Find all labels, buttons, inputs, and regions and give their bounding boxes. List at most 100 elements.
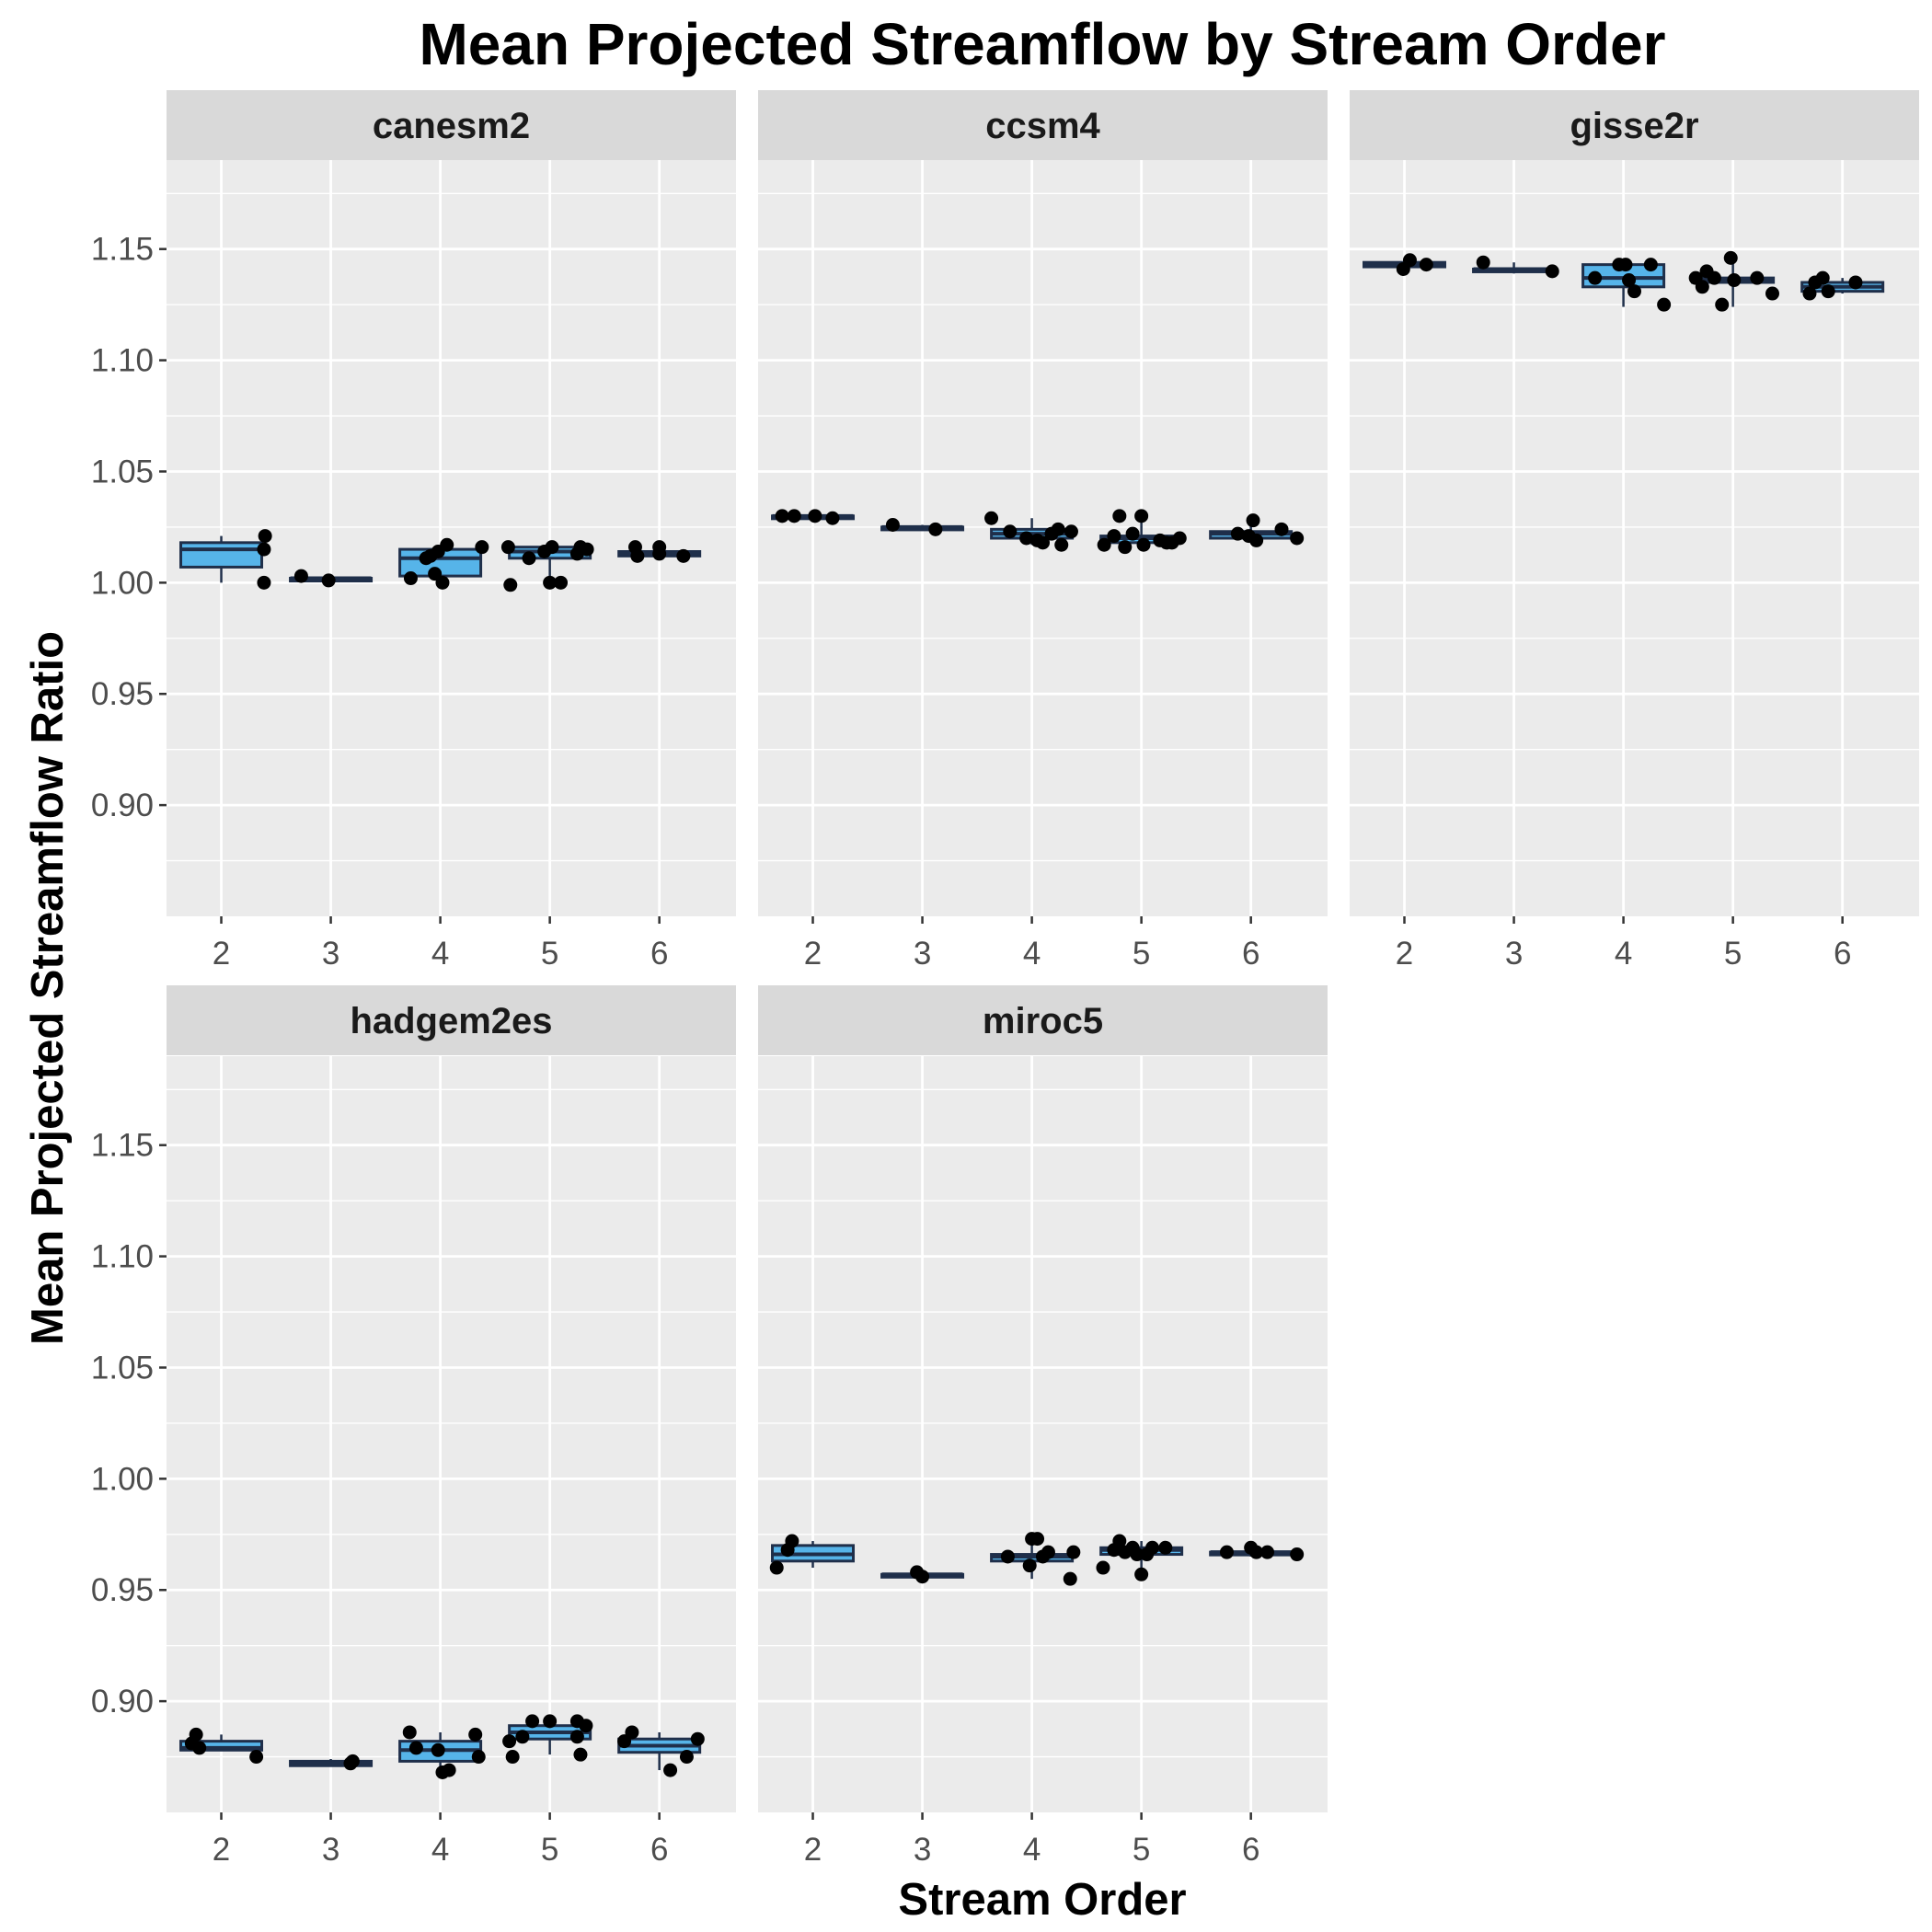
data-point: [625, 1725, 639, 1740]
data-point: [257, 575, 271, 590]
panel-background: [167, 1056, 736, 1812]
data-point: [1036, 535, 1050, 550]
data-point: [1096, 1560, 1110, 1575]
data-point: [1657, 297, 1672, 312]
data-point: [808, 509, 822, 523]
x-tick-label: 2: [804, 936, 822, 972]
facet-strip-label: ccsm4: [985, 106, 1100, 146]
facet-panel-canesm2: canesm2 0.90 0.95 1.00 1.05 1.10 1.15 2 3 4 5 6: [91, 90, 736, 972]
data-point: [1815, 270, 1830, 285]
x-tick-label: 6: [1242, 1832, 1259, 1868]
data-point: [1134, 509, 1149, 523]
data-point: [1066, 1545, 1081, 1559]
data-point: [1419, 258, 1433, 272]
box-6: [617, 1731, 702, 1771]
data-point: [1118, 540, 1133, 555]
panel-background: [167, 160, 736, 916]
data-point: [676, 548, 691, 563]
data-point: [769, 1560, 784, 1575]
data-point: [1112, 1534, 1127, 1548]
data-point: [1041, 1545, 1055, 1559]
y-tick-label: 1.15: [91, 232, 154, 268]
data-point: [1003, 524, 1018, 539]
data-point: [257, 542, 271, 557]
data-point: [258, 529, 272, 544]
data-point: [1134, 1567, 1149, 1581]
data-point: [579, 1719, 593, 1733]
data-point: [1249, 533, 1264, 547]
data-point: [580, 542, 594, 557]
facet-panel-ccsm4: ccsm4 2 3 4 5 6: [758, 90, 1328, 972]
x-tick-label: 5: [1133, 1832, 1150, 1868]
data-point: [525, 1714, 540, 1729]
x-tick-label: 5: [1724, 936, 1742, 972]
x-tick-label: 3: [1505, 936, 1523, 972]
data-point: [1715, 297, 1730, 312]
data-point: [1765, 286, 1779, 301]
x-tick-label: 4: [1023, 1832, 1041, 1868]
data-point: [885, 517, 900, 532]
y-tick-label: 1.10: [91, 1239, 154, 1275]
data-point: [1219, 1545, 1234, 1559]
x-tick-label: 5: [541, 936, 558, 972]
facet-panel-miroc5: miroc5 2 3 4 5 6: [758, 985, 1328, 1868]
data-point: [1588, 270, 1603, 285]
data-point: [1125, 526, 1140, 541]
data-point: [1063, 1571, 1077, 1586]
x-tick-label: 6: [650, 936, 668, 972]
data-point: [1145, 1540, 1160, 1555]
data-point: [785, 1534, 799, 1548]
facet-panel-gisse2r: gisse2r 2 3 4 5 6: [1350, 90, 1919, 972]
data-point: [984, 511, 999, 525]
y-tick-label: 1.05: [91, 1350, 154, 1386]
data-point: [408, 1741, 423, 1755]
data-point: [1030, 1532, 1045, 1547]
data-point: [431, 1742, 445, 1757]
facet-strip-label: canesm2: [373, 106, 530, 146]
x-tick-label: 2: [213, 1832, 230, 1868]
y-tick-label: 0.95: [91, 676, 154, 712]
data-point: [679, 1750, 694, 1765]
data-point: [775, 509, 789, 523]
data-point: [1112, 509, 1127, 523]
facet-strip: [758, 985, 1328, 1055]
data-point: [1064, 524, 1078, 539]
data-point: [440, 537, 454, 552]
data-point: [192, 1741, 207, 1755]
facet-strip-label: gisse2r: [1570, 106, 1698, 146]
facet-panel-hadgem2es: hadgem2es 0.90 0.95 1.00 1.05 1.10 1.15 2 3 4 5 6: [91, 985, 736, 1868]
data-point: [928, 522, 943, 536]
y-tick-label: 1.15: [91, 1128, 154, 1164]
x-tick-label: 4: [1023, 936, 1041, 972]
x-tick-label: 3: [322, 1832, 339, 1868]
x-tick-label: 2: [804, 1832, 822, 1868]
data-point: [1802, 286, 1817, 301]
y-tick-label: 1.00: [91, 1461, 154, 1497]
data-point: [522, 551, 536, 566]
data-point: [1158, 1540, 1173, 1555]
y-tick-label: 1.05: [91, 454, 154, 489]
data-point: [1622, 273, 1637, 288]
x-tick-label: 3: [322, 936, 339, 972]
data-point: [1618, 258, 1633, 272]
data-point: [1019, 531, 1034, 546]
data-point: [787, 509, 801, 523]
x-tick-label: 3: [914, 936, 931, 972]
x-tick-label: 3: [914, 1832, 931, 1868]
facet-strip: [167, 90, 736, 160]
data-point: [915, 1570, 930, 1584]
data-point: [1545, 264, 1559, 279]
data-point: [503, 578, 518, 592]
data-point: [1750, 270, 1765, 285]
data-point: [1848, 275, 1863, 290]
y-tick-label: 0.90: [91, 1684, 154, 1719]
data-point: [1707, 270, 1721, 285]
data-point: [1022, 1558, 1037, 1573]
data-point: [543, 1714, 558, 1729]
x-tick-label: 6: [1834, 936, 1851, 972]
data-point: [1054, 537, 1069, 552]
data-point: [1727, 273, 1742, 288]
data-point: [652, 540, 667, 555]
data-point: [1723, 250, 1738, 265]
